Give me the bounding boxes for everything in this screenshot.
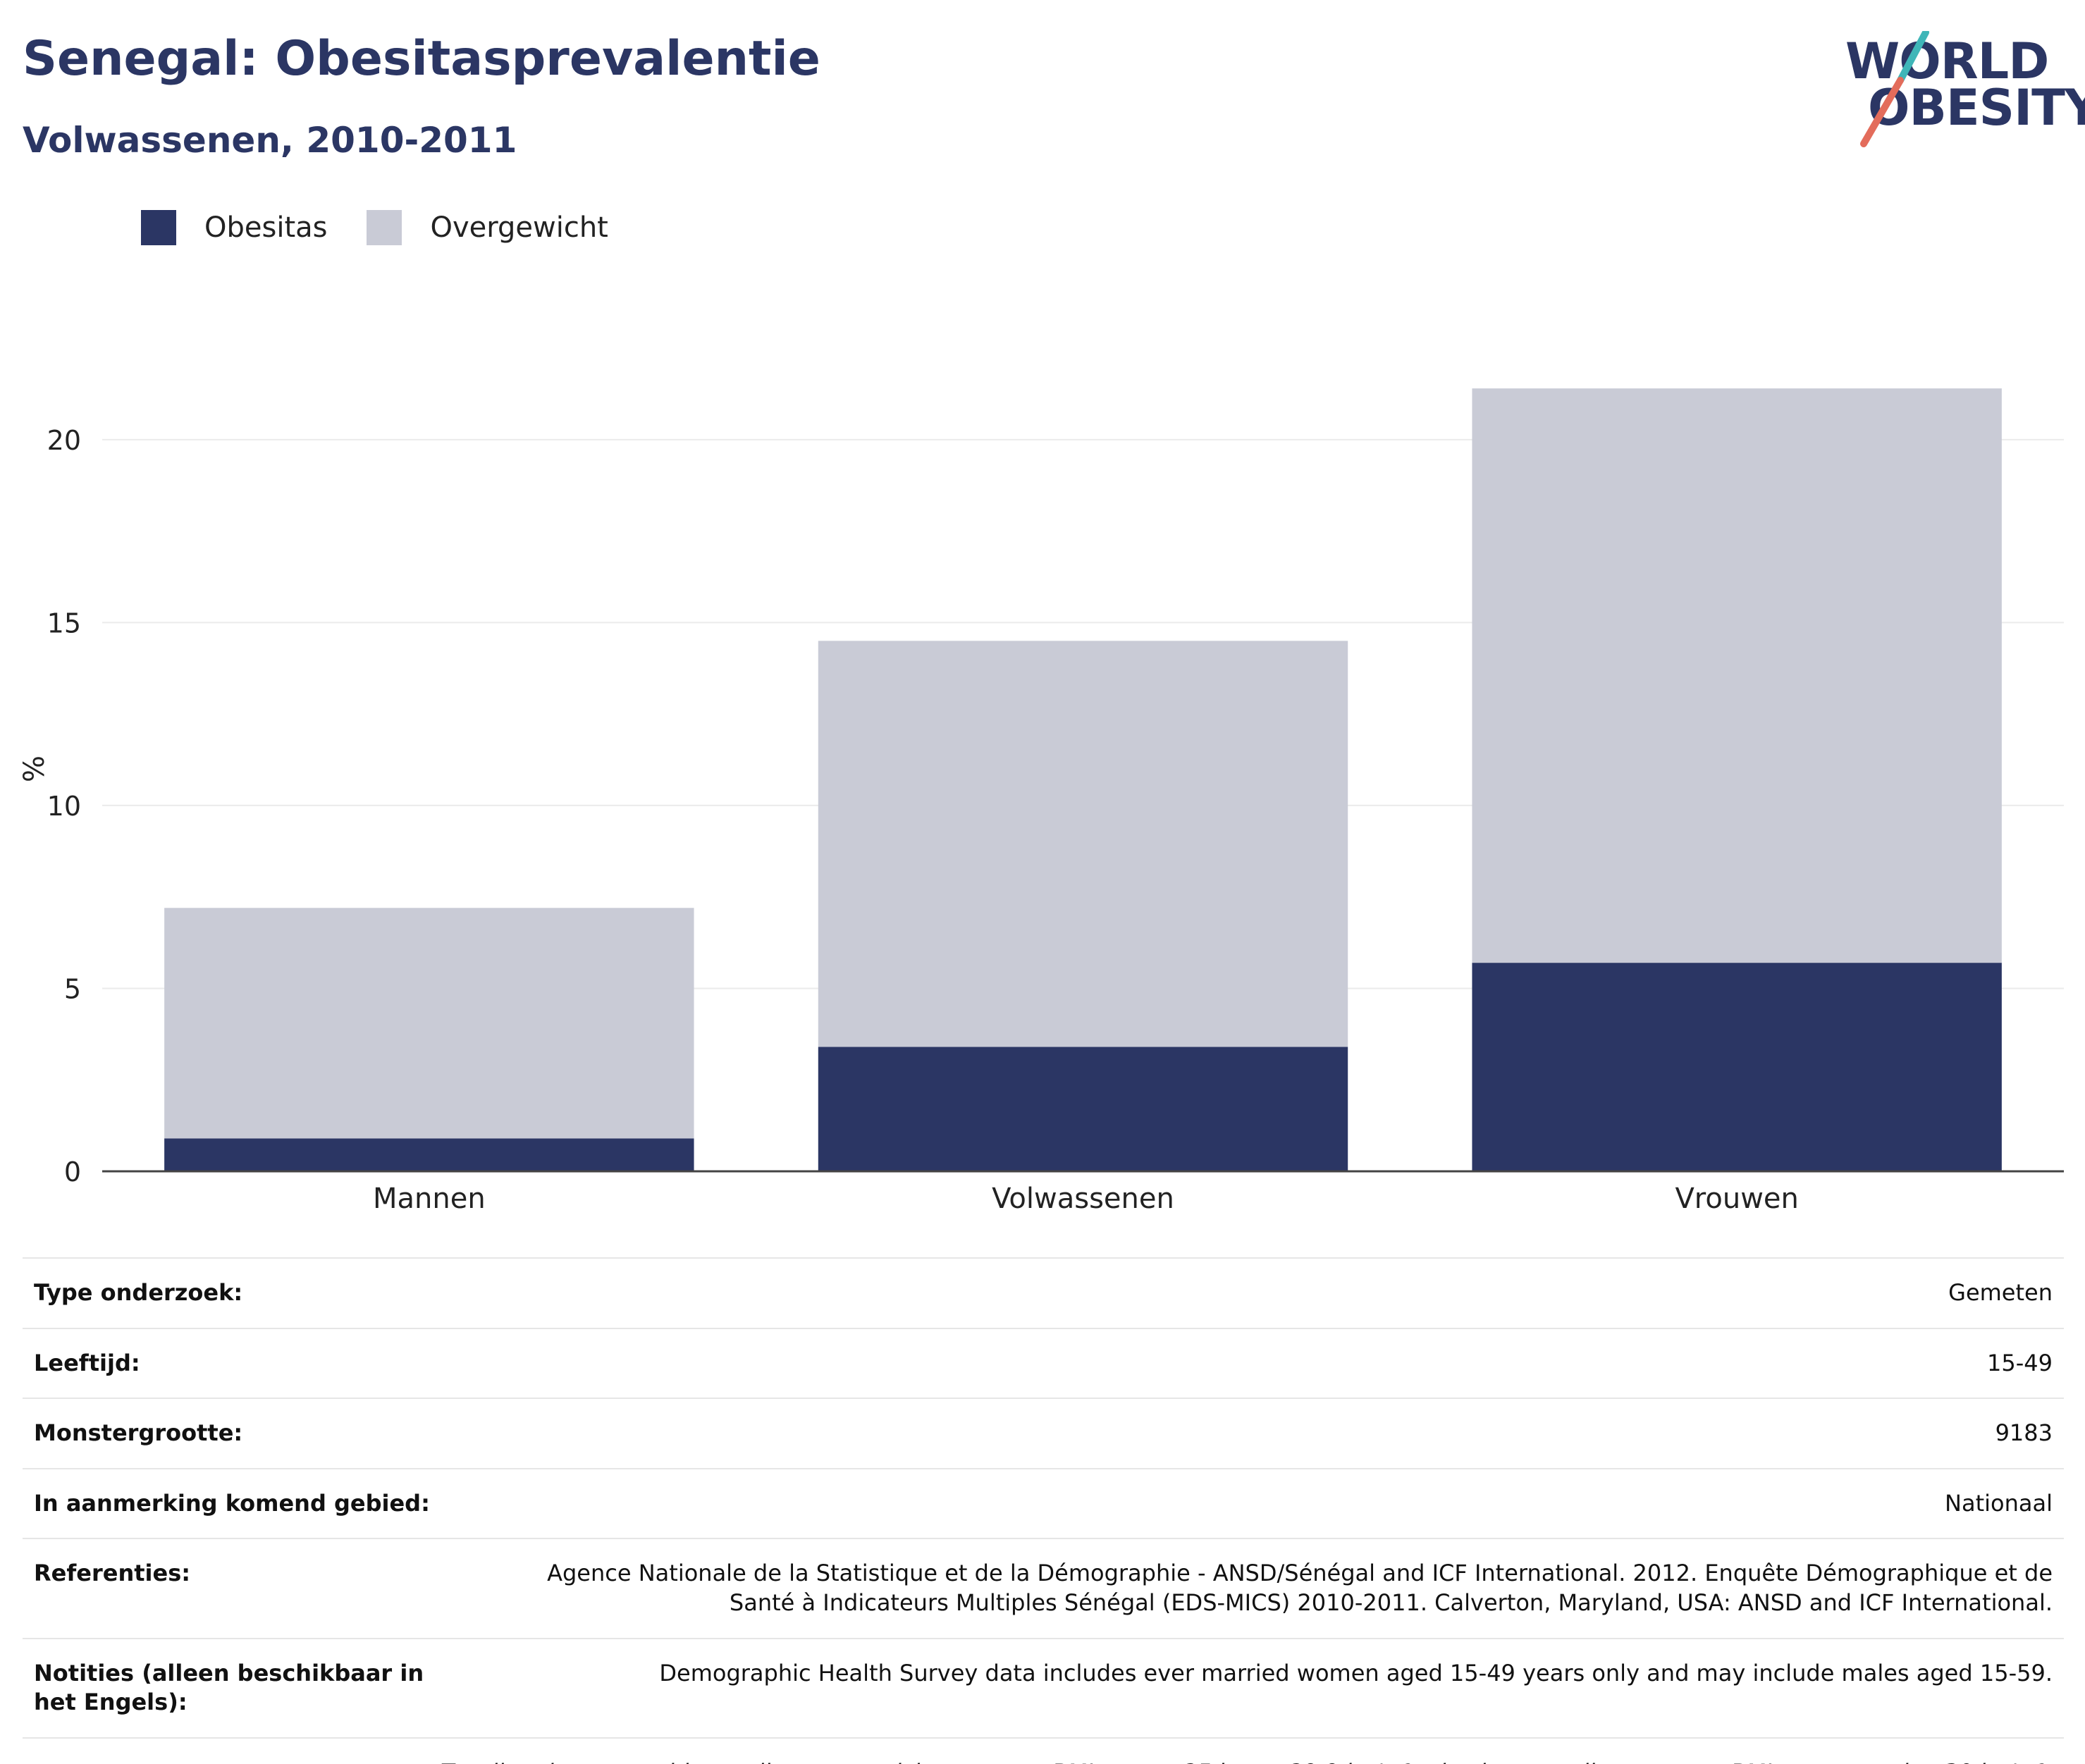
info-value: Nationaal [474,1467,2064,1539]
y-tick-label: 20 [47,425,81,456]
x-tick-label: Mannen [373,1183,486,1212]
logo-line-1: WORLD [1845,32,2049,90]
legend-item-overgewicht[interactable]: Overgewicht [367,210,608,245]
y-tick-label: 0 [64,1157,81,1188]
table-row: In aanmerking komend gebied: Nationaal [23,1467,2064,1539]
table-row: Leeftijd: 15-49 [23,1327,2064,1399]
chart-legend: Obesitas Overgewicht [141,210,648,245]
chart-canvas: 0 5 10 15 20% Mannen Volwassenen Vrouwen [18,388,2064,1212]
table-row: Type onderzoek: Gemeten [23,1257,2064,1328]
bar-obesitas-volwassenen [818,1047,1348,1171]
table-row: Monstergrootte: 9183 [23,1398,2064,1469]
info-label: Monstergrootte: [23,1398,474,1469]
bar-overgewicht-mannen [164,908,694,1139]
legend-label-obesitas: Obesitas [204,211,328,244]
table-row: Notities (alleen beschikbaar in het Enge… [23,1637,2064,1738]
legend-swatch-overgewicht [367,210,402,245]
page-subtitle: Volwassenen, 2010-2011 [23,120,517,161]
info-value: 15-49 [474,1327,2064,1399]
bar-overgewicht-vrouwen [1472,388,2002,963]
info-label: Notities (alleen beschikbaar in het Enge… [23,1637,474,1738]
bar-obesitas-mannen [164,1138,694,1171]
survey-info-table: Type onderzoek: Gemeten Leeftijd: 15-49 … [23,1257,2064,1764]
info-value: Agence Nationale de la Statistique et de… [474,1538,2064,1639]
logo-slash-icon [1860,31,1929,147]
legend-label-overgewicht: Overgewicht [430,211,608,244]
y-tick-label: 10 [47,791,81,822]
world-obesity-logo: WORLD OBESITY [1833,31,2085,151]
info-label: Type onderzoek: [23,1257,474,1328]
logo-line-2: OBESITY [1868,79,2085,137]
info-label: Referenties: [23,1538,474,1639]
bmi-footnote: Tenzij anders vermeld, verwijst overgewi… [23,1737,2064,1764]
x-tick-label: Volwassenen [992,1183,1174,1212]
info-value: Gemeten [474,1257,2064,1328]
page-title: Senegal: Obesitasprevalentie [23,31,820,87]
y-tick-label: 15 [47,607,81,639]
info-value: Demographic Health Survey data includes … [474,1637,2064,1738]
legend-swatch-obesitas [141,210,176,245]
y-axis-label: % [18,755,51,782]
bar-chart: 0 5 10 15 20% Mannen Volwassenen Vrouwen [0,366,2085,1212]
bar-obesitas-vrouwen [1472,963,2002,1171]
info-value: 9183 [474,1398,2064,1469]
bar-overgewicht-volwassenen [818,641,1348,1047]
y-tick-label: 5 [64,973,81,1004]
info-label: Leeftijd: [23,1327,474,1399]
table-row: Referenties: Agence Nationale de la Stat… [23,1538,2064,1639]
legend-item-obesitas[interactable]: Obesitas [141,210,327,245]
info-label: In aanmerking komend gebied: [23,1467,474,1539]
table-row: Tenzij anders vermeld, verwijst overgewi… [23,1737,2064,1764]
x-tick-label: Vrouwen [1675,1183,1798,1212]
